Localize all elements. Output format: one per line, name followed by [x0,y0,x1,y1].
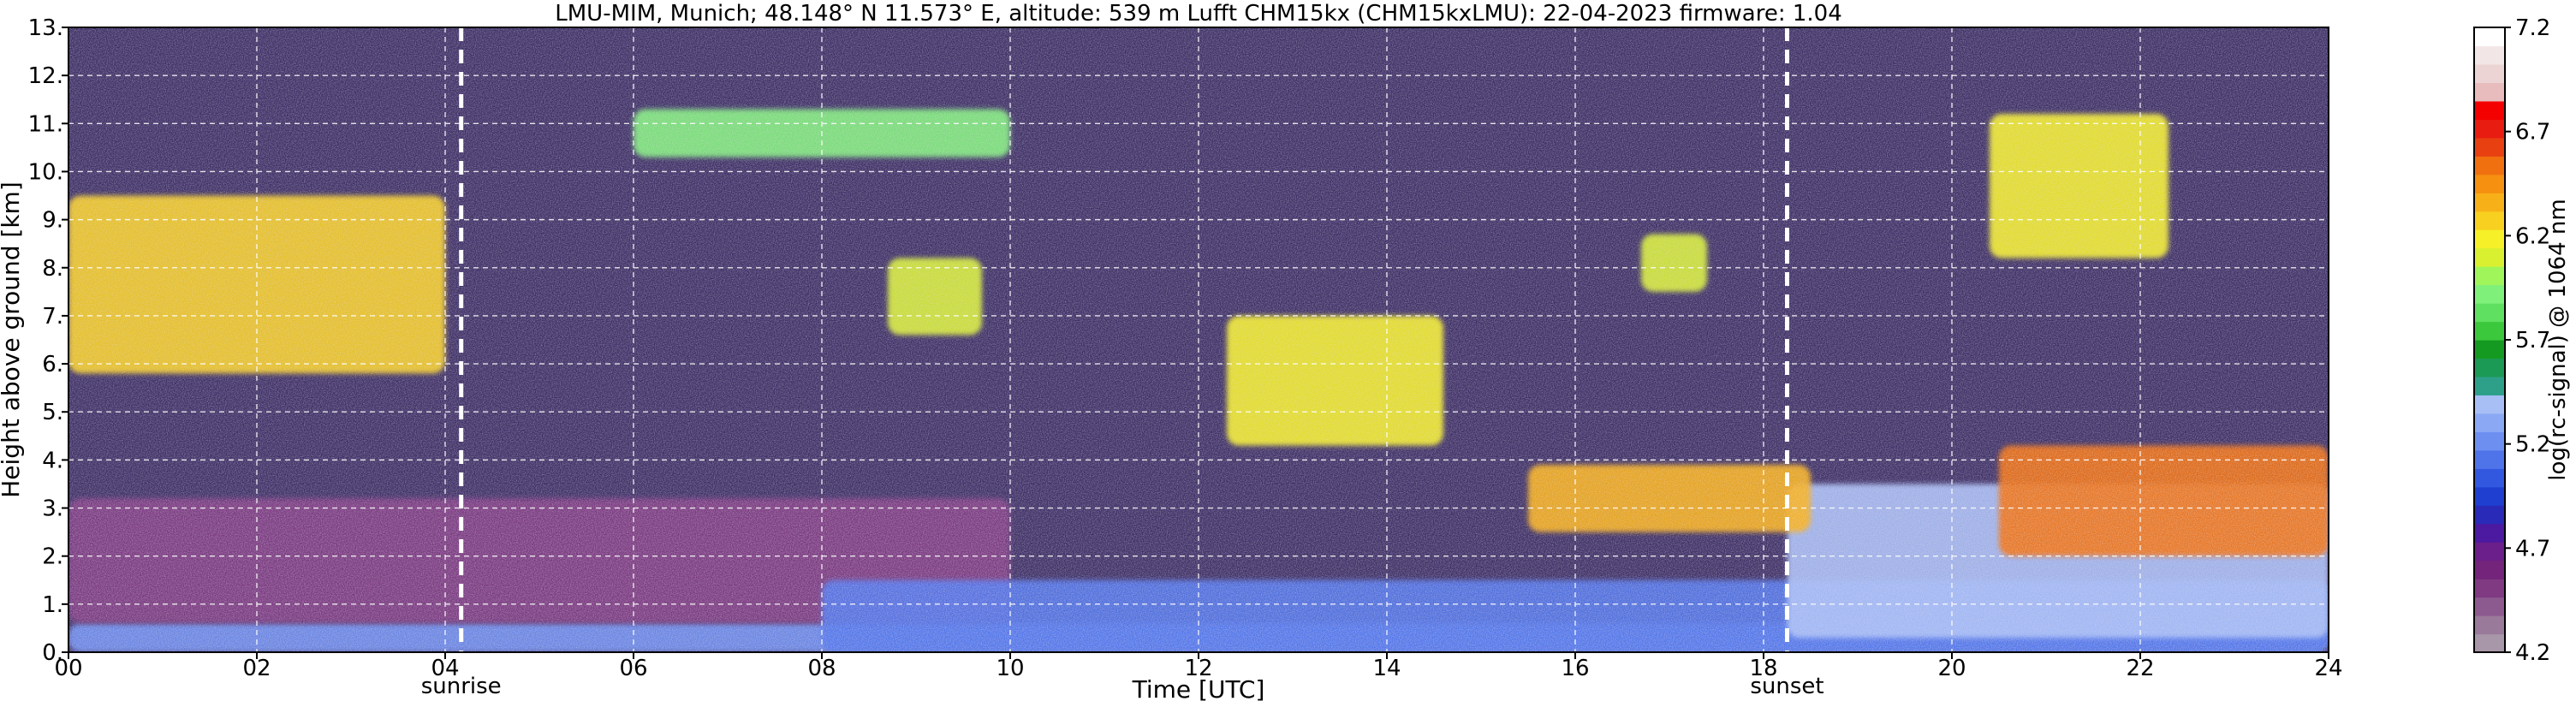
colorbar-segment [2474,523,2505,543]
colorbar-segment [2474,82,2505,102]
colorbar-segment [2474,247,2505,267]
y-tick-label: 4. [42,448,63,473]
grid [68,27,2329,652]
colorbar-segment [2474,156,2505,175]
colorbar-segment [2474,211,2505,230]
colorbar-segment [2474,579,2505,598]
x-tick-label: 14 [1372,656,1401,681]
colorbar-segment [2474,486,2505,506]
colorbar-segment [2474,193,2505,212]
colorbar-segment [2474,633,2505,653]
y-tick-label: 12. [28,63,63,89]
colorbar-segment [2474,229,2505,249]
sun-labels: sunrise sunset [421,674,1824,699]
colorbar-segment [2474,45,2505,65]
colorbar-segment [2474,303,2505,323]
colorbar-segment [2474,449,2505,469]
x-tick-label: 02 [242,656,271,681]
x-tick-label: 18 [1749,656,1777,681]
colorbar-tick-label: 6.2 [2515,223,2550,249]
colorbar-segment [2474,63,2505,84]
x-tick-label: 22 [2126,656,2154,681]
colorbar-segment [2474,597,2505,616]
y-tick-label: 1. [42,592,63,618]
colorbar-segment [2474,340,2505,359]
colorbar-segment [2474,505,2505,525]
x-tick-label: 00 [54,656,82,681]
y-tick-label: 10. [28,159,63,185]
y-tick-label: 7. [42,304,63,330]
y-tick-label: 0. [42,640,63,666]
x-axis-label: Time [UTC] [1132,675,1265,704]
colorbar-segment [2474,542,2505,561]
colorbar-segment [2474,413,2505,432]
x-tick-label: 16 [1561,656,1589,681]
plot-area [68,27,2329,652]
colorbar-segment [2474,119,2505,139]
x-tick-label: 08 [807,656,836,681]
colorbar-segment [2474,358,2505,377]
colorbar-segment [2474,137,2505,157]
x-tick-label: 20 [1937,656,1966,681]
colorbar-segment [2474,321,2505,341]
x-axis: 00 02 04 06 08 10 12 14 16 18 20 22 24 [54,652,2343,681]
colorbar-tick-label: 5.2 [2515,432,2550,458]
colorbar-segment [2474,395,2505,414]
colorbar-label: log(rc-signal) @ 1064 nm [2545,199,2571,480]
colorbar-tick-label: 4.7 [2515,536,2550,561]
y-axis: 0. 1. 2. 3. 4. 5. 6. 7. 8. 9. 10. 11. 12. 13. [28,15,68,666]
colorbar-segment [2474,615,2505,635]
x-tick-label: 10 [996,656,1024,681]
y-tick-label: 8. [42,256,63,282]
sunset-label: sunset [1750,674,1823,699]
colorbar-tick-label: 4.2 [2515,640,2550,666]
y-axis-label: Height above ground [km] [0,181,25,498]
colorbar-tick-label: 7.2 [2515,15,2550,41]
colorbar-segment [2474,284,2505,304]
y-tick-label: 2. [42,544,63,570]
sun-lines [459,27,1789,652]
y-tick-label: 6. [42,352,63,377]
colorbar-segment [2474,560,2505,579]
colorbar-segment [2474,431,2505,451]
x-tick-label: 06 [619,656,647,681]
x-tick-label: 04 [431,656,459,681]
colorbar-tick-label: 5.7 [2515,328,2550,354]
sunrise-label: sunrise [421,674,502,699]
chart-title: LMU-MIM, Munich; 48.148° N 11.573° E, al… [555,1,1841,27]
y-tick-label: 3. [42,496,63,522]
x-tick-label: 12 [1184,656,1212,681]
colorbar-segment [2474,27,2505,47]
colorbar-segment [2474,376,2505,396]
colorbar-segment [2474,468,2505,488]
colorbar: 4.2 4.7 5.2 5.7 6.2 6.7 7.2 [2473,15,2550,666]
x-tick-label: 24 [2314,656,2342,681]
y-tick-label: 9. [42,208,63,234]
y-tick-label: 13. [28,15,63,41]
colorbar-segment [2474,266,2505,286]
colorbar-segment [2474,174,2505,193]
colorbar-tick-label: 6.7 [2515,120,2550,146]
y-tick-label: 11. [28,111,63,137]
y-tick-label: 5. [42,400,63,425]
colorbar-segment [2474,100,2505,120]
